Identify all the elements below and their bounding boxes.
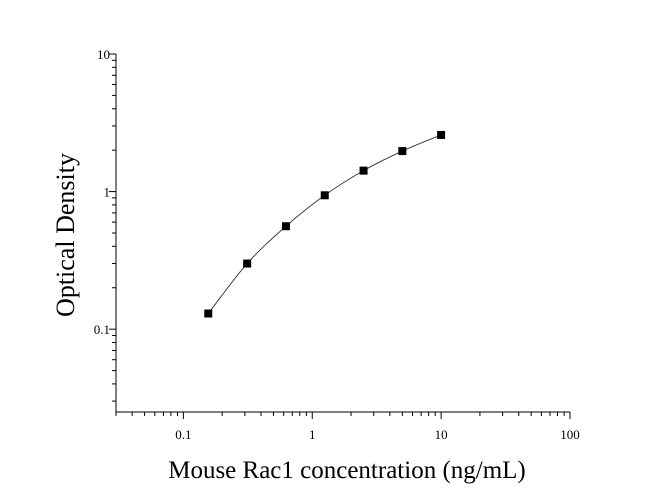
data-point: [243, 259, 252, 268]
x-axis-title: Mouse Rac1 concentration (ng/mL): [168, 457, 526, 484]
x-tick-label: 10: [435, 427, 448, 442]
x-tick-label: 100: [560, 427, 580, 442]
y-tick-label: 10: [97, 47, 110, 62]
fit-curve: [207, 134, 442, 314]
y-axis-title: Optical Density: [51, 153, 80, 317]
data-point: [204, 309, 213, 318]
data-points: [204, 130, 446, 318]
y-tick-label: 1: [104, 185, 111, 200]
fit-curve-layer: [207, 134, 442, 314]
axes: [115, 54, 570, 413]
data-point: [320, 191, 329, 200]
data-point: [359, 166, 368, 175]
x-tick-label: 1: [309, 427, 316, 442]
x-tick-label: 0.1: [175, 427, 191, 442]
data-point: [281, 222, 290, 231]
y-tick-label: 0.1: [94, 322, 110, 337]
ticks: 0.1 1 10 100 0.1 1 10: [94, 47, 580, 442]
data-point: [437, 130, 446, 139]
data-point: [398, 147, 407, 156]
